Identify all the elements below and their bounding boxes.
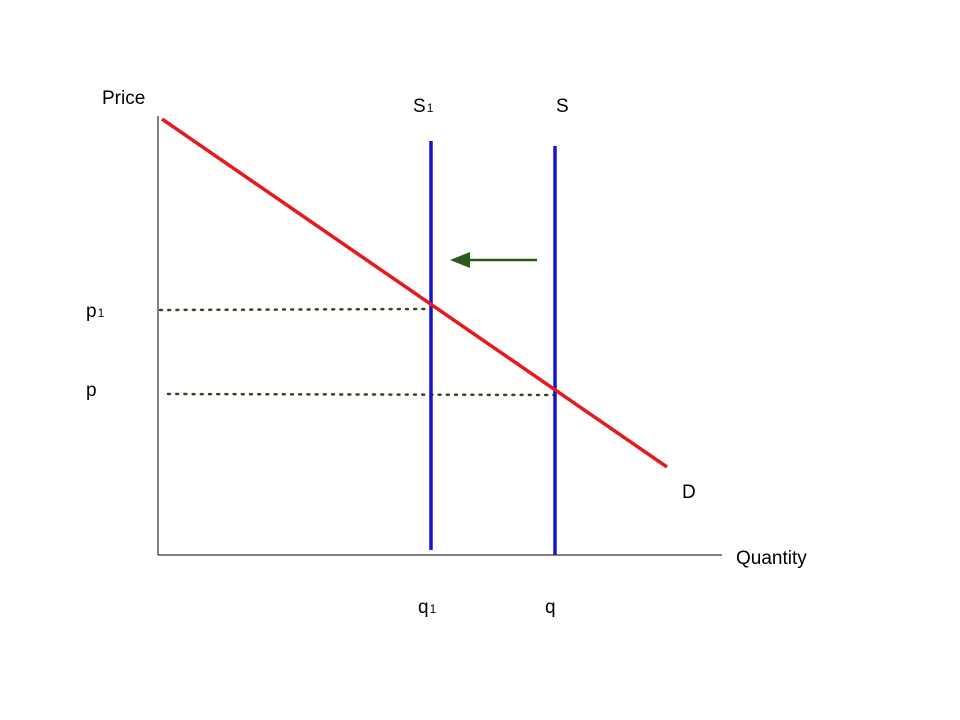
shift-arrow-icon <box>450 252 470 268</box>
price-new-label-base: p <box>86 301 97 322</box>
demand-label: D <box>682 482 696 503</box>
price-new-label: p1 <box>86 301 105 322</box>
demand-curve <box>161 117 668 469</box>
supply-orig-label: S <box>556 96 569 117</box>
x-axis-label: Quantity <box>736 548 807 569</box>
price-new-label-sub: 1 <box>98 306 105 320</box>
price-orig-guide <box>166 392 558 397</box>
y-axis-label: Price <box>102 88 145 109</box>
quantity-new-label-sub: 1 <box>430 602 437 616</box>
quantity-new-label: q1 <box>418 597 437 618</box>
quantity-orig-label: q <box>545 597 556 618</box>
supply-new-label-base: S <box>413 96 426 117</box>
quantity-new-label-base: q <box>418 597 429 618</box>
supply-new-label-sub: 1 <box>427 101 434 115</box>
price-new-guide <box>158 307 433 312</box>
price-orig-label: p <box>86 380 97 401</box>
supply-new-label: S1 <box>413 96 434 117</box>
